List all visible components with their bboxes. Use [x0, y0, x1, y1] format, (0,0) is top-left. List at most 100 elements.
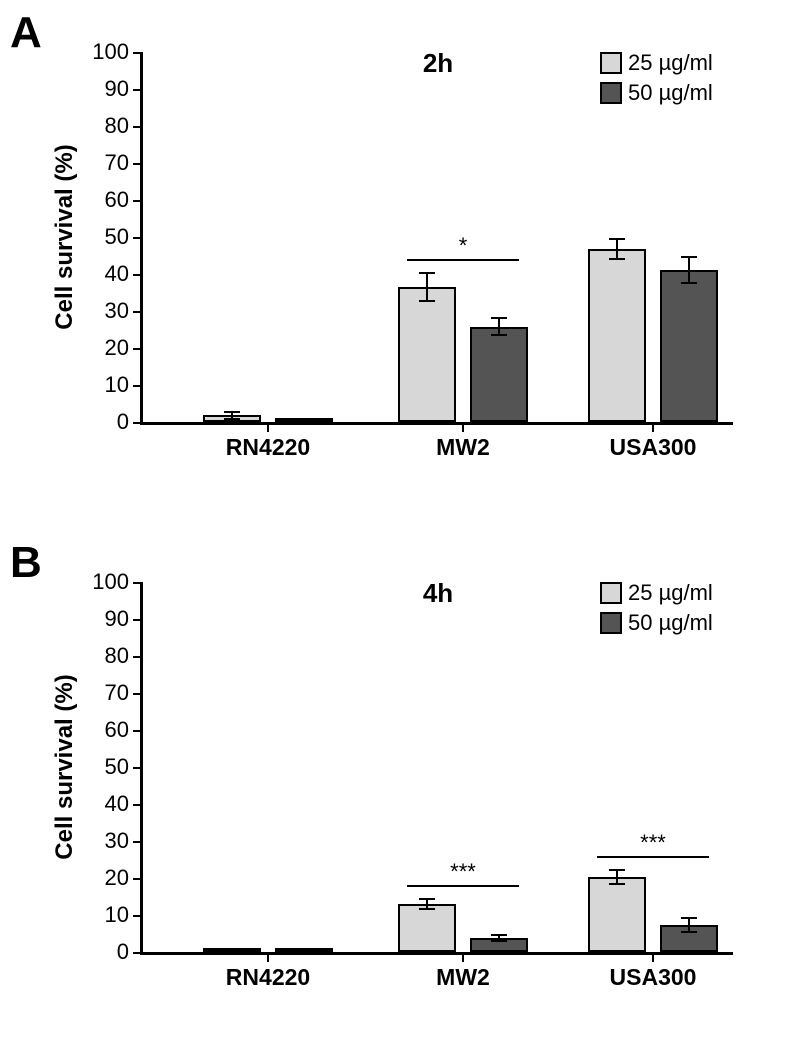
y-tick — [133, 804, 143, 806]
legend-label: 25 µg/ml — [628, 50, 713, 76]
error-bar — [688, 918, 690, 932]
y-tick — [133, 693, 143, 695]
y-tick — [133, 89, 143, 91]
x-tick-label: USA300 — [610, 964, 697, 991]
error-cap — [609, 869, 625, 871]
significance-label: * — [459, 233, 468, 259]
y-tick-label: 10 — [105, 902, 129, 928]
error-cap — [419, 908, 435, 910]
panel-label-A: A — [10, 8, 42, 58]
error-cap — [609, 238, 625, 240]
error-cap — [491, 334, 507, 336]
legend-swatch — [600, 612, 622, 634]
legend: 25 µg/ml 50 µg/ml — [600, 580, 713, 640]
error-bar — [498, 318, 500, 335]
x-tick — [652, 952, 654, 962]
x-tick-label: RN4220 — [226, 964, 310, 991]
bar — [588, 249, 646, 422]
x-tick-label: USA300 — [610, 434, 697, 461]
chart-title: 4h — [423, 578, 453, 609]
y-axis-label: Cell survival (%) — [51, 674, 79, 859]
y-tick — [133, 126, 143, 128]
error-cap — [296, 951, 312, 953]
error-bar — [688, 257, 690, 283]
legend-label: 50 µg/ml — [628, 80, 713, 106]
y-tick — [133, 767, 143, 769]
legend-swatch — [600, 582, 622, 604]
y-tick-label: 100 — [92, 569, 129, 595]
y-tick-label: 80 — [105, 643, 129, 669]
y-tick-label: 90 — [105, 76, 129, 102]
chart-title: 2h — [423, 48, 453, 79]
y-tick-label: 70 — [105, 150, 129, 176]
error-bar — [616, 239, 618, 259]
y-tick-label: 40 — [105, 791, 129, 817]
legend-label: 25 µg/ml — [628, 580, 713, 606]
y-tick — [133, 200, 143, 202]
error-cap — [419, 300, 435, 302]
legend-swatch — [600, 52, 622, 74]
y-tick-label: 90 — [105, 606, 129, 632]
legend-item: 25 µg/ml — [600, 580, 713, 606]
y-tick — [133, 582, 143, 584]
error-cap — [296, 421, 312, 423]
error-cap — [224, 411, 240, 413]
bar — [470, 327, 528, 422]
y-tick — [133, 348, 143, 350]
error-cap — [419, 272, 435, 274]
y-tick — [133, 841, 143, 843]
error-cap — [681, 917, 697, 919]
x-tick-label: RN4220 — [226, 434, 310, 461]
panel-label-B: B — [10, 538, 42, 588]
error-cap — [609, 883, 625, 885]
bar — [398, 287, 456, 422]
error-bar — [616, 870, 618, 883]
x-tick-label: MW2 — [436, 434, 490, 461]
legend-item: 50 µg/ml — [600, 610, 713, 636]
y-tick-label: 10 — [105, 372, 129, 398]
panel-B: BCell survival (%)4h01020304050607080901… — [0, 530, 806, 1040]
y-tick-label: 100 — [92, 39, 129, 65]
y-tick-label: 60 — [105, 187, 129, 213]
y-tick — [133, 311, 143, 313]
y-tick — [133, 878, 143, 880]
bar — [398, 904, 456, 952]
y-tick-label: 80 — [105, 113, 129, 139]
y-tick — [133, 52, 143, 54]
y-tick-label: 60 — [105, 717, 129, 743]
error-cap — [681, 256, 697, 258]
y-tick — [133, 385, 143, 387]
y-tick — [133, 952, 143, 954]
y-tick — [133, 619, 143, 621]
legend-item: 50 µg/ml — [600, 80, 713, 106]
figure: A Cell survival (%) 2h 0 10 20 30 40 50 60 70 80 90 1… — [0, 0, 806, 1050]
error-cap — [224, 951, 240, 953]
y-tick-label: 50 — [105, 754, 129, 780]
x-tick — [462, 422, 464, 432]
y-tick-label: 70 — [105, 680, 129, 706]
y-tick — [133, 422, 143, 424]
y-tick-label: 40 — [105, 261, 129, 287]
y-tick-label: 20 — [105, 335, 129, 361]
x-tick-label: MW2 — [436, 964, 490, 991]
legend-item: 25 µg/ml — [600, 50, 713, 76]
y-tick-label: 30 — [105, 298, 129, 324]
significance-line — [597, 856, 710, 858]
y-tick — [133, 915, 143, 917]
y-axis-label: Cell survival (%) — [51, 144, 79, 329]
y-tick-label: 50 — [105, 224, 129, 250]
bar — [588, 877, 646, 952]
legend-label: 50 µg/ml — [628, 610, 713, 636]
y-tick-label: 0 — [117, 409, 129, 435]
y-tick — [133, 237, 143, 239]
error-cap — [224, 418, 240, 420]
error-bar — [426, 273, 428, 300]
significance-line — [407, 259, 520, 261]
y-tick — [133, 163, 143, 165]
significance-line — [407, 885, 520, 887]
significance-label: *** — [450, 859, 476, 885]
panel-A: A Cell survival (%) 2h 0 10 20 30 40 50 60 70 80 90 1… — [0, 0, 806, 510]
error-cap — [609, 258, 625, 260]
error-cap — [491, 934, 507, 936]
x-tick — [267, 422, 269, 432]
